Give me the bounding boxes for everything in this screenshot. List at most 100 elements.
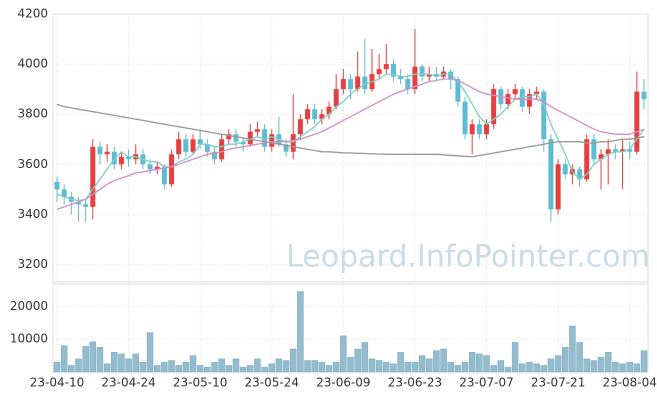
volume-bar	[175, 365, 182, 373]
volume-bar	[576, 342, 583, 373]
candle-body	[612, 149, 618, 152]
candle-body	[433, 74, 439, 77]
volume-bar	[597, 356, 605, 373]
volume-bar	[533, 363, 540, 373]
volume-bar	[139, 361, 147, 373]
volume-bar	[447, 361, 454, 373]
volume-bar	[476, 353, 483, 373]
volume-bar	[461, 361, 469, 373]
volume-bar	[433, 350, 440, 373]
volume-bar	[468, 352, 476, 373]
y-tick-label: 20000	[10, 299, 48, 313]
x-tick-label: 23-04-10	[30, 376, 84, 390]
volume-bar	[153, 365, 161, 373]
candle-body	[598, 154, 604, 160]
volume-bar	[318, 361, 326, 373]
x-tick-label: 23-06-09	[316, 376, 370, 390]
candle-body	[448, 71, 454, 80]
candle-body	[455, 79, 461, 102]
candle-body	[83, 204, 89, 207]
candle-body	[190, 139, 196, 152]
volume-bar	[218, 358, 225, 373]
volume-bar	[204, 366, 211, 373]
volume-bar	[275, 358, 283, 373]
x-tick-label: 23-04-24	[101, 376, 155, 390]
candle-body	[534, 91, 540, 95]
candle-body	[183, 139, 189, 152]
candle-body	[340, 79, 346, 90]
volume-bar	[282, 360, 290, 373]
candle-body	[405, 79, 411, 90]
volume-bar	[490, 365, 497, 373]
candle-body	[555, 164, 561, 210]
volume-bar	[383, 361, 390, 373]
volume-bar	[189, 355, 197, 373]
candle-body	[348, 79, 353, 90]
candle-body	[197, 139, 203, 145]
candle-body	[562, 164, 568, 175]
volume-bar	[454, 365, 462, 373]
candle-body	[605, 149, 611, 155]
volume-bar	[125, 358, 132, 373]
volume-bar	[425, 358, 433, 373]
volume-bar	[640, 350, 648, 373]
volume-bar	[111, 352, 118, 373]
x-tick-label: 23-05-10	[173, 376, 227, 390]
candle-body	[204, 144, 210, 152]
candle-body	[118, 156, 124, 165]
moving-average-line	[56, 103, 645, 158]
candle-body	[54, 181, 60, 190]
volume-bar	[332, 361, 340, 373]
volume-bar	[53, 361, 61, 373]
volume-bar	[411, 361, 419, 373]
candle-body	[462, 101, 468, 135]
volume-bar	[347, 356, 354, 373]
candle-body	[169, 154, 175, 185]
candle-body	[419, 66, 425, 77]
volume-bar	[168, 360, 175, 373]
candle-body	[247, 131, 253, 145]
candle-body	[376, 69, 382, 75]
volume-bar	[247, 365, 254, 373]
volume-bar	[626, 361, 633, 373]
x-tick-label: 23-05-24	[245, 376, 299, 390]
candle-body	[491, 89, 497, 125]
volume-bar	[161, 361, 168, 373]
candle-body	[226, 134, 232, 140]
volume-bar	[68, 365, 75, 373]
candle-body	[319, 114, 325, 120]
y-tick-label: 3200	[17, 257, 48, 271]
candle-body	[426, 74, 432, 77]
candle-body	[634, 91, 640, 152]
candle-body	[262, 129, 268, 147]
volume-bar	[440, 348, 447, 373]
volume-bar	[239, 366, 247, 373]
volume-bar	[354, 348, 361, 373]
volume-bar	[289, 348, 297, 373]
candle-body	[326, 106, 332, 115]
candle-body	[541, 91, 547, 140]
candle-body	[305, 109, 311, 120]
volume-bar	[103, 363, 111, 373]
candle-body	[641, 91, 647, 100]
volume-bar	[540, 365, 548, 373]
moving-average-line	[56, 73, 645, 202]
volume-bar	[211, 361, 218, 373]
volume-bar	[75, 358, 82, 373]
volume-bar	[304, 360, 311, 373]
candle-body	[591, 139, 597, 160]
candle-body	[61, 189, 67, 197]
volume-bar	[225, 365, 233, 373]
volume-bar	[418, 355, 426, 373]
volume-bar	[232, 358, 240, 373]
volume-bar	[268, 363, 276, 373]
candle-body	[97, 146, 103, 155]
volume-bar	[554, 355, 562, 373]
candle-body	[333, 89, 339, 107]
candle-body	[111, 151, 117, 165]
volume-bar	[583, 358, 590, 373]
volume-bar	[562, 347, 569, 373]
candle-body	[526, 94, 532, 107]
candle-body	[126, 156, 132, 160]
